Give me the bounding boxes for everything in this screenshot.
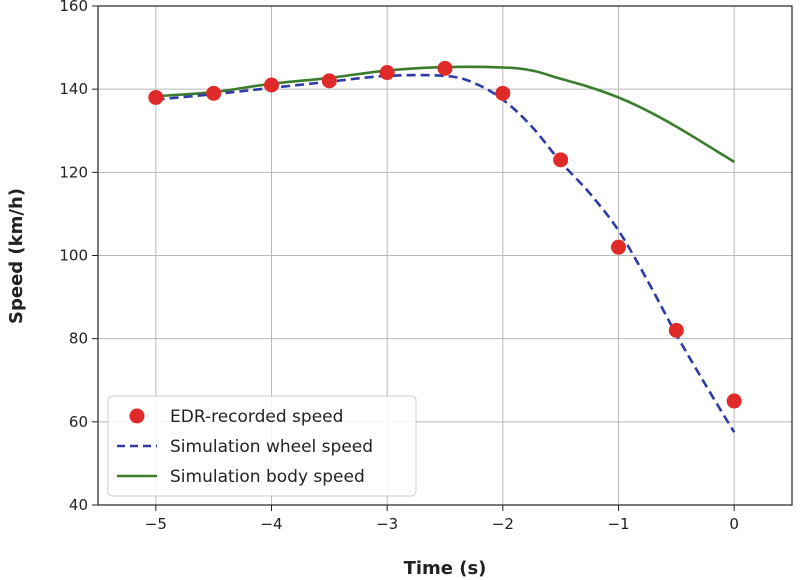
y-axis-label: Speed (km/h) (6, 188, 27, 324)
y-tick-label: 60 (69, 413, 88, 431)
y-tick-label: 80 (69, 330, 88, 348)
edr-point (495, 85, 511, 101)
edr-point (379, 65, 395, 81)
y-tick-label: 160 (59, 0, 88, 15)
x-tick-label: −1 (607, 515, 629, 533)
edr-point (321, 73, 337, 89)
edr-point (148, 89, 164, 105)
edr-point (668, 322, 684, 338)
series (148, 60, 742, 433)
edr-point (206, 85, 222, 101)
axis-ticks: −5 −4 −3 −2 −1 0 40 60 80 100 120 140 160 (59, 0, 739, 533)
edr-point (264, 77, 279, 93)
y-tick-label: 40 (69, 496, 88, 514)
edr-point (437, 60, 453, 76)
y-tick-label: 120 (59, 163, 88, 181)
legend-marker-edr (129, 408, 145, 424)
x-axis-label: Time (s) (404, 558, 487, 579)
edr-point (726, 393, 742, 409)
edr-point (553, 152, 569, 168)
edr-point (611, 239, 626, 255)
x-tick-label: 0 (729, 515, 739, 533)
y-tick-label: 100 (59, 247, 88, 265)
legend-label-edr: EDR-recorded speed (170, 407, 343, 427)
legend-label-body: Simulation body speed (170, 467, 365, 487)
legend-label-wheel: Simulation wheel speed (170, 437, 373, 457)
body-speed-line (155, 65, 735, 164)
legend-box (107, 395, 417, 497)
x-tick-label: −3 (376, 515, 398, 533)
x-tick-label: −5 (145, 515, 167, 533)
y-tick-label: 140 (59, 80, 88, 98)
x-tick-label: −4 (260, 515, 282, 533)
legend: EDR-recorded speed Simulation wheel spee… (107, 395, 417, 497)
wheel-speed-line (155, 73, 736, 433)
x-tick-label: −2 (492, 515, 514, 533)
